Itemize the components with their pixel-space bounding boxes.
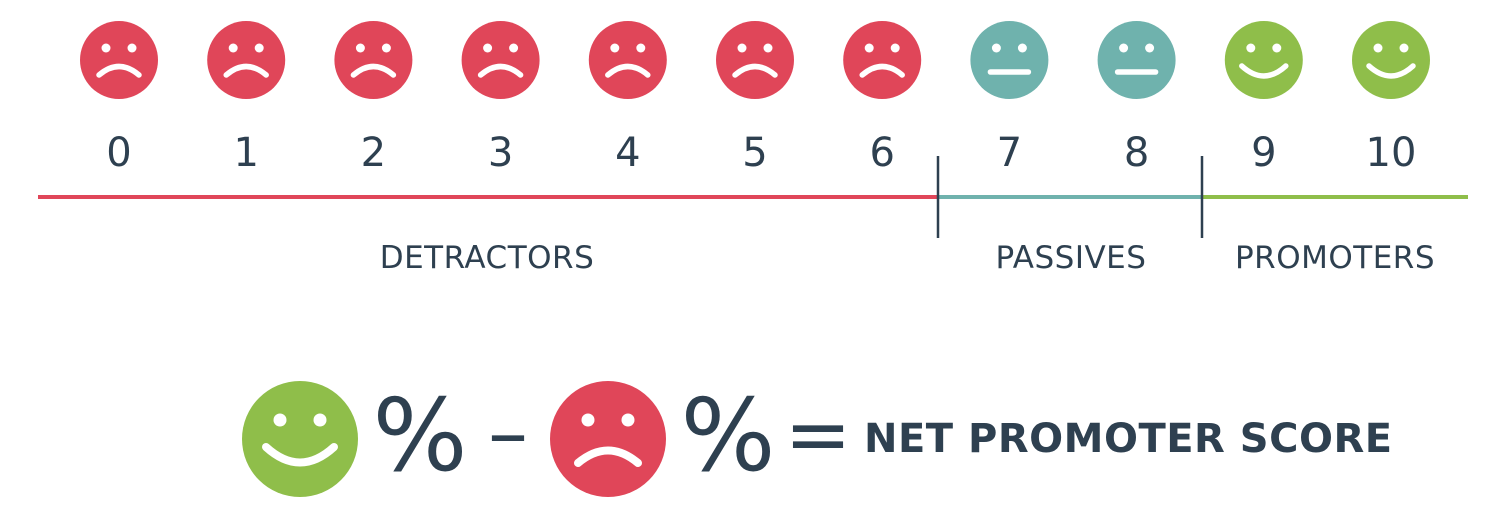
happy-face-icon: [1224, 21, 1303, 99]
net-promoter-score-label: NET PROMOTER SCORE: [864, 416, 1393, 462]
score-faces-row: [80, 21, 1430, 99]
score-number: 5: [742, 130, 767, 176]
score-number: 3: [488, 130, 513, 176]
percent-sign-promoters: %: [372, 377, 467, 494]
score-number: 6: [869, 130, 894, 176]
sad-face-icon: [716, 21, 794, 99]
equals-sign: =: [784, 388, 851, 481]
neutral-face-icon: [970, 21, 1049, 99]
happy-face-icon: [242, 381, 358, 497]
score-number: 9: [1251, 130, 1276, 176]
promoters-label: PROMOTERS: [1235, 240, 1435, 276]
detractors-label: DETRACTORS: [380, 240, 595, 276]
score-number: 7: [997, 130, 1022, 176]
score-number: 8: [1124, 130, 1149, 176]
sad-face-icon: [843, 21, 922, 99]
passives-label: PASSIVES: [996, 240, 1147, 276]
sad-face-icon: [334, 21, 413, 99]
sad-face-icon: [550, 381, 666, 497]
score-numbers-row: 0 1 2 3 4 5 6 7 8 9 10: [106, 130, 1416, 176]
score-number: 10: [1366, 130, 1417, 176]
segment-line: [38, 156, 1468, 238]
score-number: 1: [233, 130, 258, 176]
percent-sign-detractors: %: [680, 377, 775, 494]
sad-face-icon: [588, 21, 667, 99]
minus-sign: –: [488, 386, 528, 479]
score-number: 0: [106, 130, 131, 176]
sad-face-icon: [80, 21, 158, 99]
sad-face-icon: [207, 21, 286, 99]
sad-face-icon: [461, 21, 540, 99]
score-number: 4: [615, 130, 640, 176]
nps-formula: % – % = NET PROMOTER SCORE: [242, 377, 1393, 497]
happy-face-icon: [1352, 21, 1430, 99]
score-number: 2: [361, 130, 386, 176]
neutral-face-icon: [1097, 21, 1176, 99]
